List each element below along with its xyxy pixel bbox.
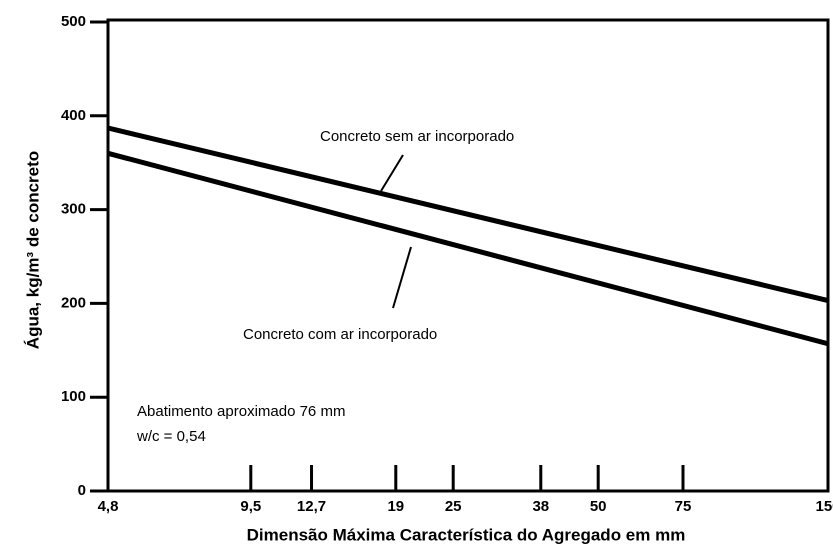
x-tick-label: 12,7	[297, 498, 326, 515]
y-tick-label: 200	[61, 294, 86, 311]
data-line	[107, 150, 829, 347]
y-tick-label: 400	[61, 107, 86, 124]
annotation: Abatimento aproximado 76 mm	[137, 403, 345, 420]
x-axis-title: Dimensão Máxima Característica do Agrega…	[247, 525, 686, 544]
series-label: Concreto sem ar incorporado	[320, 128, 514, 145]
x-tick-label: 38	[532, 498, 549, 515]
x-tick-label: 25	[445, 498, 462, 515]
y-tick-label: 300	[61, 201, 86, 218]
x-tick-label: 4,8	[98, 498, 119, 515]
y-axis-title: Água, kg/m³ de concreto	[23, 151, 42, 349]
data-line	[107, 125, 829, 304]
x-tick-label: 19	[387, 498, 404, 515]
plot-frame	[106, 18, 830, 493]
annotation: w/c = 0,54	[136, 428, 206, 445]
x-tick-label: 75	[675, 498, 692, 515]
leader-line	[392, 246, 412, 309]
y-tick-label: 0	[78, 482, 86, 499]
y-tick-label: 100	[61, 388, 86, 405]
x-tick-label: 50	[590, 498, 607, 515]
leader-line	[380, 154, 404, 192]
series-label: Concreto com ar incorporado	[243, 326, 437, 343]
y-tick-label: 500	[61, 13, 86, 30]
x-tick-label: 9,5	[240, 498, 261, 515]
x-tick-label: 150	[815, 498, 833, 515]
